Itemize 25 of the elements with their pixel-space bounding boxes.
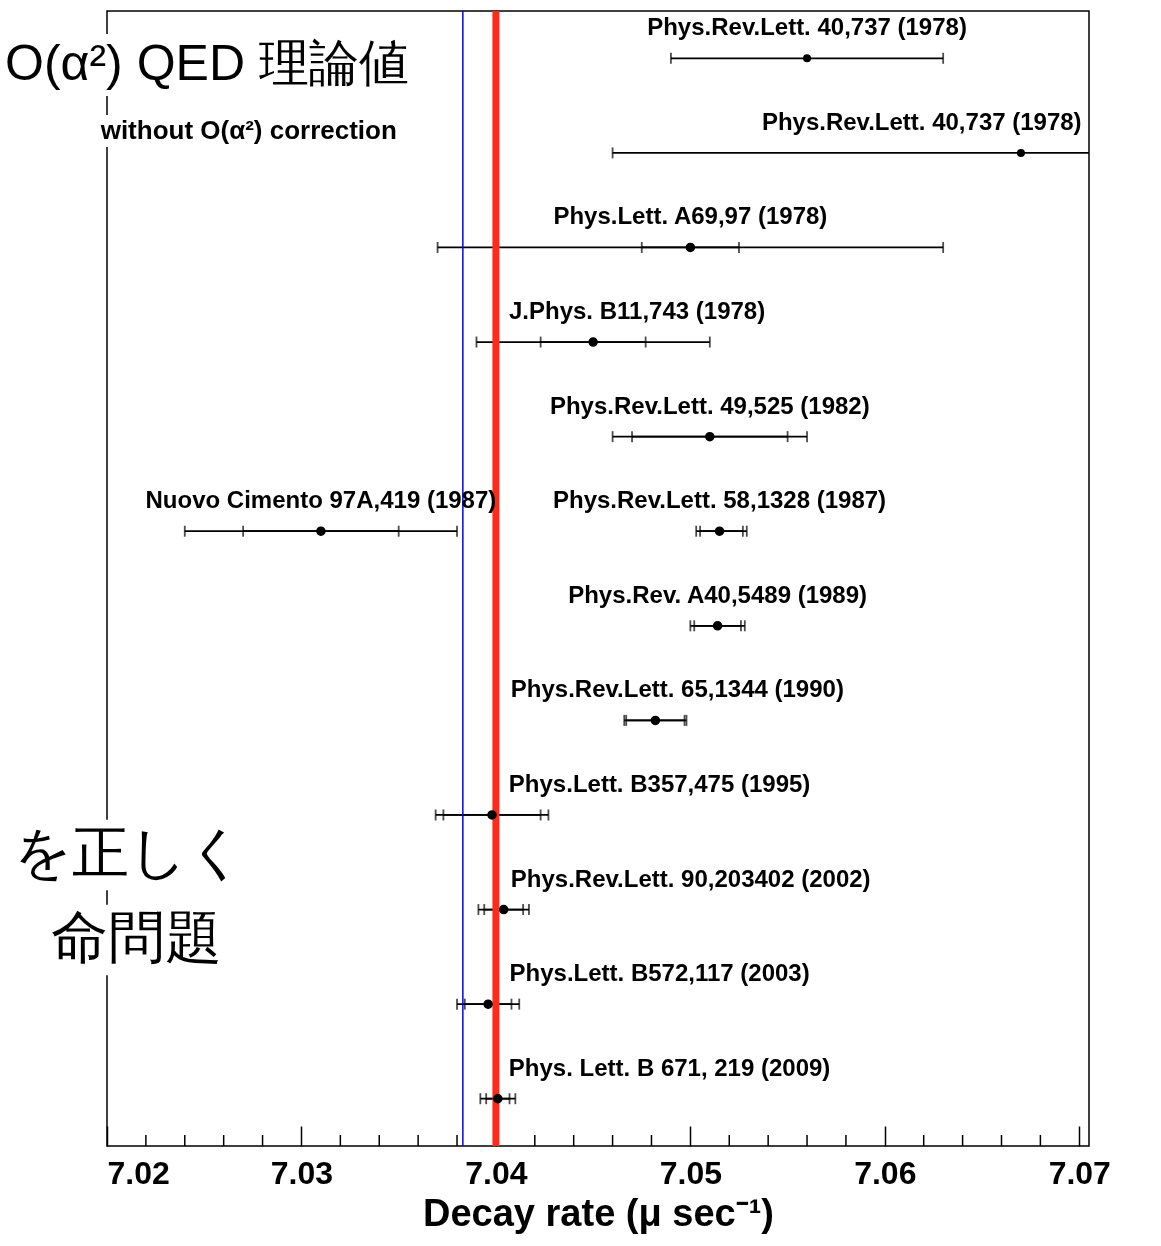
annotation: を正しく <box>14 820 245 884</box>
x-tick-label: 7.02 <box>107 1154 170 1191</box>
data-label: Phys.Rev.Lett. 90,203402 (2002) <box>510 864 871 892</box>
data-label: Phys.Rev.Lett. 65,1344 (1990) <box>510 675 844 703</box>
point <box>803 54 812 63</box>
data-label: Phys.Rev. A40,5489 (1989) <box>568 580 868 608</box>
annotation: 命問題 <box>51 905 222 969</box>
x-tick-label: 7.04 <box>465 1154 528 1191</box>
x-tick-label: 7.03 <box>270 1154 334 1191</box>
data-label: Phys.Lett. A69,97 (1978) <box>553 202 828 230</box>
data-label: Phys.Rev.Lett. 40,737 (1978) <box>647 13 967 41</box>
x-tick-label: 7.06 <box>854 1154 917 1191</box>
x-axis-title: Decay rate (μ sec⁻¹) <box>423 1191 774 1234</box>
point <box>1016 148 1025 157</box>
x-tick-label: 7.05 <box>659 1154 723 1191</box>
data-label: Phys.Lett. B357,475 (1995) <box>508 769 811 797</box>
data-label: Phys. Lett. B 671, 219 (2009) <box>508 1053 831 1081</box>
data-label: J.Phys. B11,743 (1978) <box>508 297 766 325</box>
data-label: Phys.Rev.Lett. 40,737 (1978) <box>761 107 1082 135</box>
data-label: Phys.Rev.Lett. 58,1328 (1987) <box>553 486 887 514</box>
ref-line-label: without O(α²) correction <box>99 115 397 145</box>
ref-line-label: O(α²) QED 理論値 <box>5 35 409 91</box>
data-label: Phys.Rev.Lett. 49,525 (1982) <box>549 391 870 419</box>
x-tick-label: 7.07 <box>1048 1154 1111 1191</box>
data-label: Phys.Lett. B572,117 (2003) <box>509 959 810 987</box>
